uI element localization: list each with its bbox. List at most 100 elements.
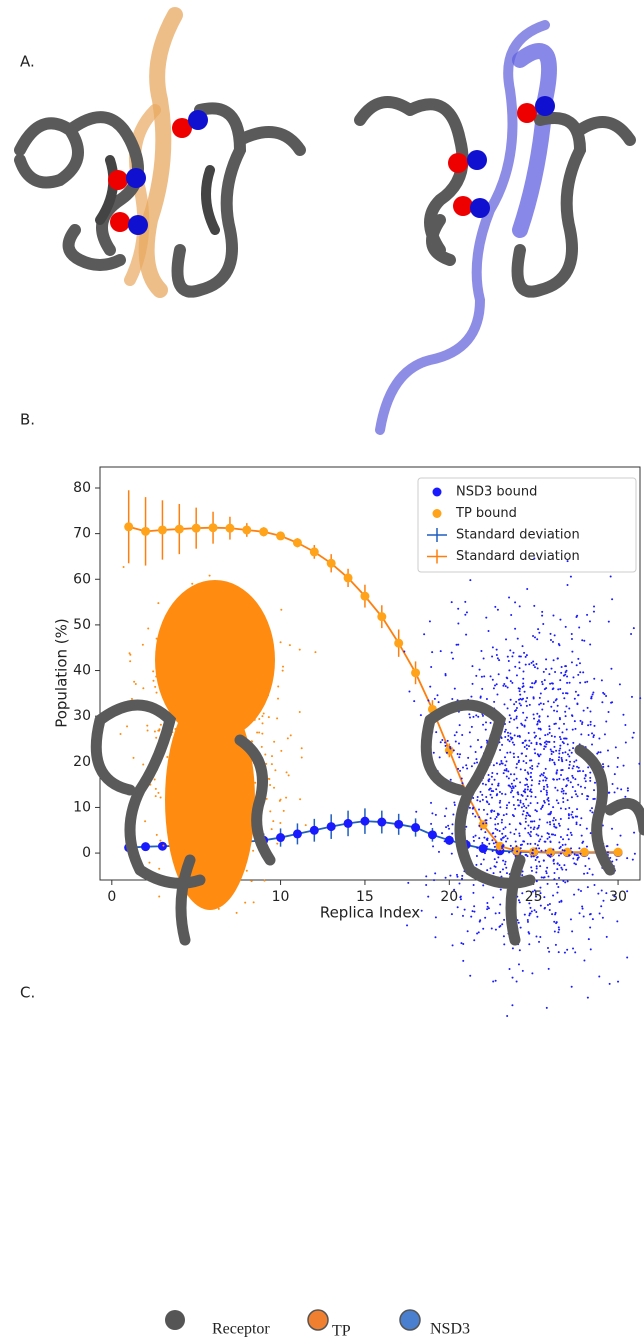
nsd3-point (581, 793, 584, 796)
nsd3-point (526, 795, 529, 798)
nsd3-point (551, 640, 554, 643)
nsd3-point (552, 859, 555, 862)
nsd3-point (630, 633, 633, 636)
tp-point (236, 857, 239, 860)
nsd3-point (539, 904, 542, 907)
nsd3-point (437, 701, 440, 704)
nsd3-point (592, 610, 595, 613)
nsd3-point (514, 627, 517, 630)
nsd3-point (528, 703, 531, 706)
nsd3-point (529, 912, 532, 915)
nsd3-point (484, 831, 487, 834)
nsd3-point (473, 905, 476, 908)
nsd3-point (491, 772, 494, 775)
tp-point (202, 854, 205, 857)
nsd3-point (436, 694, 439, 697)
tp-point (197, 706, 200, 709)
nsd3-point (494, 823, 497, 826)
nsd3-point (550, 705, 553, 708)
tp-point (229, 723, 232, 726)
nsd3-point (474, 834, 477, 837)
nsd3-point (514, 840, 517, 843)
nsd3-point (539, 702, 542, 705)
nsd3-point (486, 839, 489, 842)
nsd3-point (453, 888, 456, 891)
nsd3-point (550, 810, 553, 813)
nsd3-point (572, 857, 575, 860)
nsd3-point (513, 718, 516, 721)
nsd3-point (566, 743, 569, 746)
tp-point (229, 718, 232, 721)
nsd3-point (605, 935, 608, 938)
nsd3-point (476, 932, 479, 935)
nsd3-point (552, 819, 555, 822)
tp-point (225, 724, 228, 727)
nsd3-point (507, 777, 510, 780)
tp-point (237, 746, 240, 749)
data-point (529, 847, 539, 857)
nsd3-point (576, 765, 579, 768)
nsd3-point (548, 673, 551, 676)
tp-point (154, 685, 157, 688)
nsd3-point (568, 763, 571, 766)
nsd3-point (554, 670, 557, 673)
tp-point (187, 762, 190, 765)
nsd3-point (469, 974, 472, 977)
tp-point (208, 658, 211, 661)
nsd3-point (565, 784, 568, 787)
nsd3-point (516, 637, 519, 640)
nsd3-point (578, 662, 581, 665)
nsd3-point (504, 728, 507, 731)
nsd3-point (559, 845, 562, 848)
tp-point (242, 726, 245, 729)
nsd3-point (552, 750, 555, 753)
x-tick-label: 0 (107, 889, 116, 905)
nsd3-point (431, 651, 434, 654)
nsd3-point (492, 980, 495, 983)
nsd3-point (531, 686, 534, 689)
nsd3-point (573, 853, 576, 856)
nsd3-point (579, 852, 582, 855)
nsd3-point (498, 830, 501, 833)
nsd3-point (585, 845, 588, 848)
tp-point (272, 820, 275, 823)
nsd3-point (457, 767, 460, 770)
tp-point (243, 761, 246, 764)
nsd3-point (504, 736, 507, 739)
tp-point (163, 624, 166, 627)
nsd3-point (482, 884, 485, 887)
nsd3-point (559, 744, 562, 747)
tp-point (285, 771, 288, 774)
nsd3-point (495, 788, 498, 791)
nsd3-point (566, 583, 569, 586)
nsd3-point (528, 739, 531, 742)
nsd3-point (542, 670, 545, 673)
nsd3-point (538, 818, 541, 821)
nsd3-point (439, 741, 442, 744)
tp-point (133, 680, 136, 683)
nsd3-point (541, 610, 544, 613)
nsd3-point (540, 790, 543, 793)
nsd3-point (536, 827, 539, 830)
data-point (326, 558, 336, 568)
nsd3-point (538, 720, 541, 723)
x-tick-label: 15 (356, 889, 374, 905)
tp-point (210, 793, 213, 796)
nsd3-point (552, 816, 555, 819)
tp-point (217, 678, 220, 681)
nsd3-point (535, 865, 538, 868)
nsd3-point (444, 674, 447, 677)
nsd3-point (563, 737, 566, 740)
nsd3-point (525, 654, 528, 657)
tp-point (219, 651, 222, 654)
nsd3-point (530, 742, 533, 745)
tp-point (261, 715, 264, 718)
tp-point (199, 693, 202, 696)
tp-point (178, 785, 181, 788)
nsd3-point (489, 817, 492, 820)
nsd3-point (523, 913, 526, 916)
nsd3-point (527, 785, 530, 788)
nsd3-point (558, 736, 561, 739)
nsd3-point (525, 798, 528, 801)
